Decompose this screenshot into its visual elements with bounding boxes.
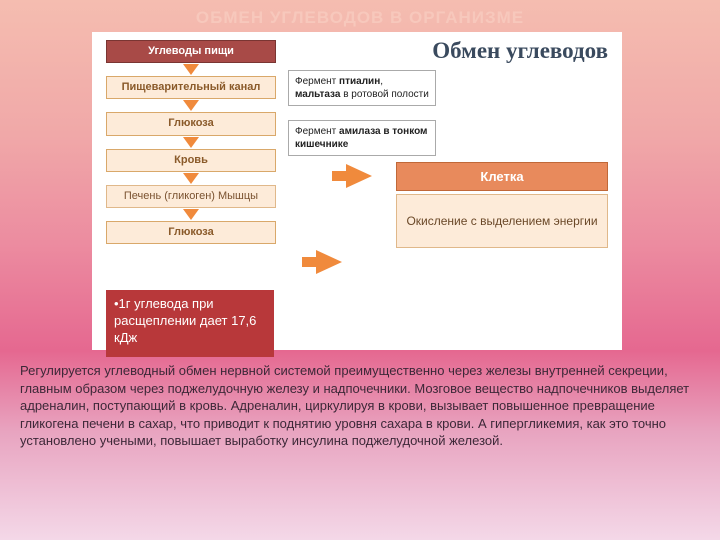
flow-box-glucose2: Глюкоза — [106, 221, 276, 244]
arrow-down-icon — [183, 100, 199, 111]
arrow-down-icon — [183, 137, 199, 148]
diagram-title: Обмен углеводов — [432, 38, 608, 64]
flow-box-glucose1: Глюкоза — [106, 112, 276, 135]
page-heading: ОБМЕН УГЛЕВОДОВ В ОРГАНИЗМЕ — [0, 0, 720, 28]
bullet-box: •1г углевода при расщеплении дает 17,6 к… — [106, 290, 274, 357]
flow-box-food: Углеводы пищи — [106, 40, 276, 63]
body-paragraph: Регулируется углеводный обмен нервной си… — [20, 362, 700, 450]
flow-column: Углеводы пищи Пищеварительный канал Глюк… — [106, 40, 276, 244]
arrow-right-icon — [346, 164, 372, 188]
enzyme-box-1: Фермент птиалин, мальтаза в ротовой поло… — [288, 70, 436, 106]
arrow-down-icon — [183, 173, 199, 184]
oxidation-box: Окисление с выделением энергии — [396, 194, 608, 248]
arrow-right-icon — [316, 250, 342, 274]
flow-box-liver: Печень (гликоген) Мышцы — [106, 185, 276, 208]
flow-box-blood: Кровь — [106, 149, 276, 172]
enzyme-box-2: Фермент амилаза в тонком кишечнике — [288, 120, 436, 156]
arrow-down-icon — [183, 209, 199, 220]
cell-box: Клетка — [396, 162, 608, 191]
flow-box-digestive: Пищеварительный канал — [106, 76, 276, 99]
arrow-down-icon — [183, 64, 199, 75]
diagram-container: Обмен углеводов Углеводы пищи Пищеварите… — [92, 32, 622, 350]
